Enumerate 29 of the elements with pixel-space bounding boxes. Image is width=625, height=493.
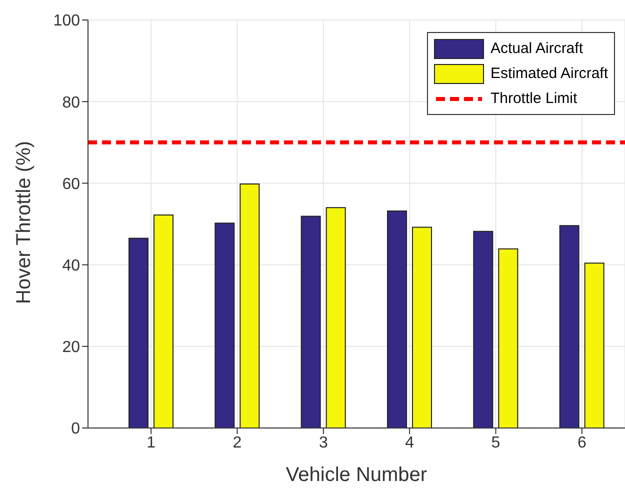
x-tick-label: 6 [577, 434, 586, 452]
x-tick-label: 3 [318, 434, 328, 452]
bar [387, 210, 407, 428]
bar [473, 230, 494, 428]
x-tick-label: 5 [491, 434, 500, 452]
bar [240, 184, 260, 428]
y-tick-label: 60 [62, 176, 80, 193]
y-axis-title: Hover Throttle (%) [13, 140, 36, 304]
legend-label: Throttle Limit [490, 90, 578, 107]
y-tick-label: 40 [62, 257, 80, 274]
y-tick-label: 20 [62, 339, 80, 356]
bar [584, 262, 604, 428]
y-tick-label: 100 [53, 12, 80, 30]
bar [498, 248, 518, 428]
bar [214, 222, 235, 428]
x-tick-label: 4 [405, 434, 414, 452]
bar [326, 207, 346, 428]
bar [128, 238, 148, 428]
y-tick-label: 80 [62, 94, 80, 112]
bar [559, 225, 580, 428]
x-tick-label: 2 [232, 434, 242, 452]
bar [300, 216, 321, 428]
bar [412, 226, 432, 428]
bar [154, 214, 174, 428]
x-axis-title: Vehicle Number [286, 464, 428, 486]
x-tick-label: 1 [146, 434, 156, 452]
legend-label: Estimated Aircraft [490, 65, 608, 82]
legend-label: Actual Aircraft [490, 40, 583, 57]
y-tick-label: 0 [71, 420, 80, 438]
